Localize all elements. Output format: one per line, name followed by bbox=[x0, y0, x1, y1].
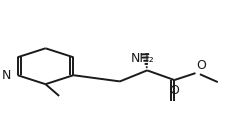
Text: N: N bbox=[2, 69, 12, 82]
Text: NH₂: NH₂ bbox=[130, 52, 154, 65]
Text: O: O bbox=[170, 84, 179, 97]
Text: O: O bbox=[197, 59, 206, 72]
